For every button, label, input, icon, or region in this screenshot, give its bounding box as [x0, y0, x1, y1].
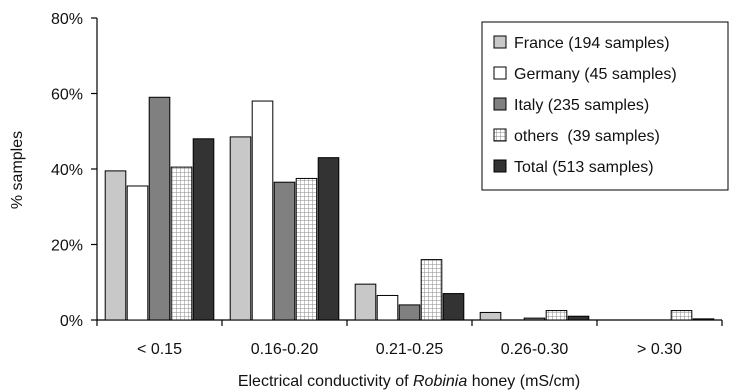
y-axis-label: % samples [9, 131, 26, 209]
x-tick-label: 0.26-0.30 [501, 341, 569, 358]
legend-swatch [493, 35, 507, 49]
x-axis-label-part-1: Electrical conductivity of [238, 373, 413, 390]
plot-area: 0% 20% 40% 60% 80% < 0.15 0.16-0.20 0.21-0.25 0… [51, 11, 723, 358]
bar [523, 317, 546, 321]
y-ticks: 0% 20% 40% 60% 80% [51, 11, 97, 330]
bar [317, 157, 340, 321]
x-ticks: < 0.15 0.16-0.20 0.21-0.25 0.26-0.30 > 0.30 [96, 320, 723, 358]
bar [545, 310, 568, 321]
legend-swatch [493, 66, 507, 80]
x-tick-label: 0.16-0.20 [251, 341, 319, 358]
bar [170, 166, 193, 321]
legend-label: Total (513 samples) [514, 159, 654, 176]
bar [192, 138, 215, 321]
x-tick-label: < 0.15 [137, 341, 182, 358]
bar [442, 293, 465, 321]
y-tick-label: 0% [60, 313, 83, 330]
bar [670, 310, 693, 321]
bar [104, 170, 127, 321]
bar [420, 259, 443, 321]
bar [251, 100, 274, 321]
legend-label: Germany (45 samples) [514, 66, 677, 83]
legend-label: Italy (235 samples) [514, 97, 649, 114]
legend-swatch [493, 159, 507, 173]
x-axis-label: Electrical conductivity of Robinia honey… [238, 373, 580, 390]
legend-swatch [493, 128, 507, 142]
bar [479, 311, 502, 321]
x-tick-label: > 0.30 [637, 341, 682, 358]
x-axis-label-part-3: honey (mS/cm) [467, 373, 580, 390]
bars [104, 96, 715, 321]
bar [567, 315, 590, 321]
legend-swatch [493, 97, 507, 111]
bar [376, 294, 399, 321]
x-axis-label-part-2: Robinia [413, 373, 467, 390]
legend-label: France (194 samples) [514, 35, 670, 52]
legend: France (194 samples) Germany (45 samples)… [481, 21, 729, 191]
y-tick-label: 40% [51, 162, 83, 179]
bar [295, 177, 318, 321]
bar [692, 318, 715, 321]
y-tick-label: 80% [51, 11, 83, 28]
legend-label: others (39 samples) [514, 128, 660, 145]
legend-box [481, 21, 729, 191]
bar [126, 185, 149, 321]
bar [148, 96, 171, 321]
y-tick-label: 60% [51, 87, 83, 104]
legend-items: France (194 samples) Germany (45 samples)… [493, 35, 677, 176]
x-tick-label: 0.21-0.25 [376, 341, 444, 358]
bar [398, 304, 421, 321]
y-tick-label: 20% [51, 238, 83, 255]
bar [354, 283, 377, 321]
bar [229, 136, 252, 321]
bar [273, 181, 296, 321]
